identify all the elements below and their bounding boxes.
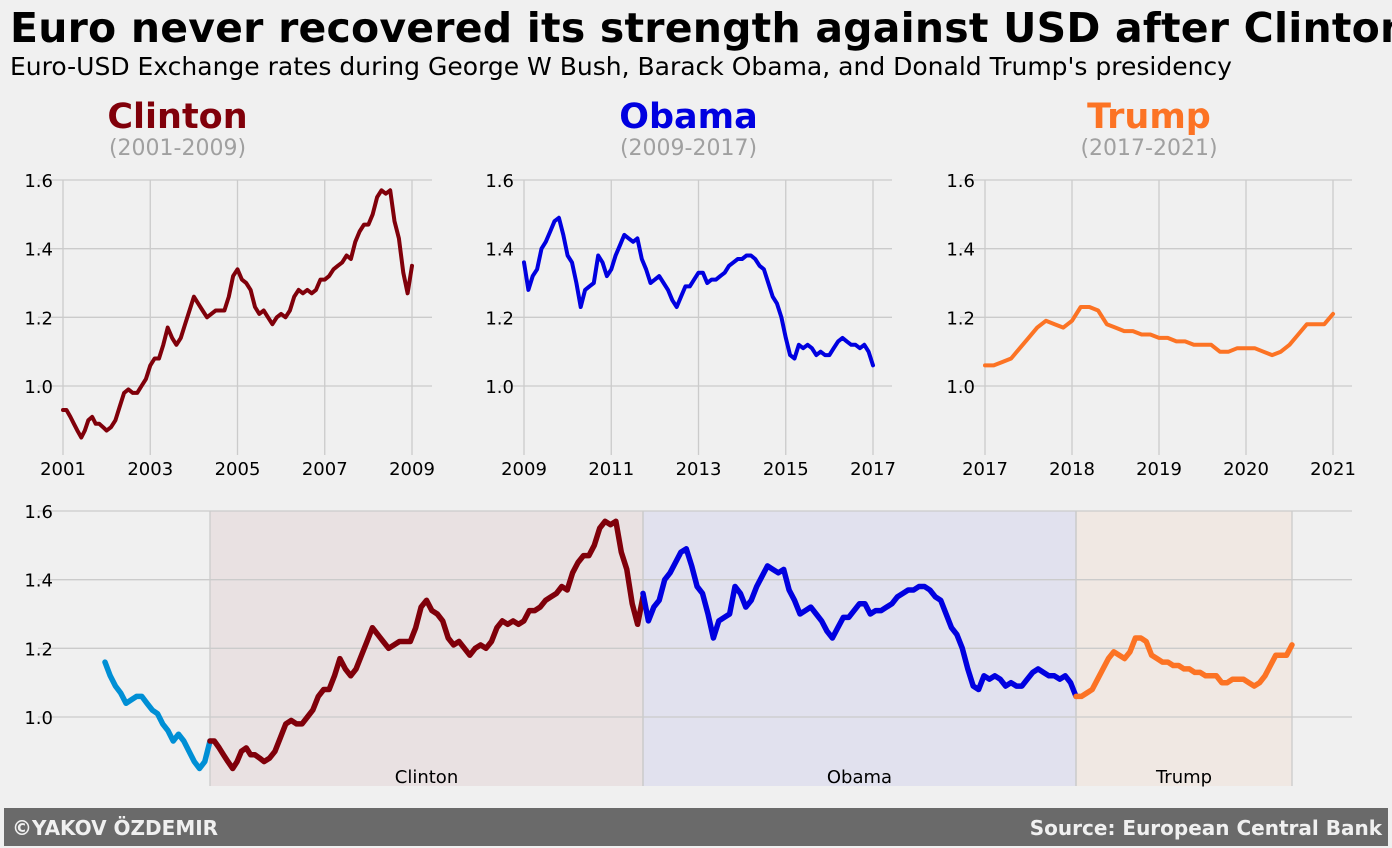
y-tick-label: 1.4 [946,240,975,261]
y-tick-label: 1.4 [24,240,53,261]
series-line [61,188,414,440]
overall-line-trump [1073,635,1295,700]
y-tick-label: 1.0 [946,377,975,398]
x-tick-label: 2009 [501,459,547,480]
trump-panel: 1.0 1.2 1.4 1.6 2017 2018 2019 2020 2021 Trump(20… [946,97,1356,480]
page-title: Euro never recovered its strength agains… [10,4,1392,52]
y-tick-label: 1.0 [485,377,514,398]
x-tick-label: 2011 [588,459,634,480]
trump-period: (2017-2021) [1080,136,1217,161]
x-tick-label: 2018 [1049,459,1095,480]
series-line [983,305,1335,368]
overall-line-clinton [207,518,646,772]
x-tick-label: 2015 [763,459,809,480]
x-tick-label: 2021 [1310,459,1356,480]
page-subtitle: Euro-USD Exchange rates during George W … [10,52,1232,81]
footer-credit: ©YAKOV ÖZDEMIR [12,816,219,840]
y-tick-label: 1.6 [24,171,53,192]
overall-line-obama [640,546,1079,700]
y-tick-label: 1.0 [24,377,53,398]
x-tick-label: 2013 [676,459,722,480]
overall-panel: Clinton Obama Trump 1.0 1.2 1.4 1.6 [24,502,1352,788]
span-label-obama: Obama [827,767,892,788]
y-tick-label: 1.2 [24,639,53,660]
y-tick-label: 1.2 [24,308,53,329]
footer-source: Source: European Central Bank [1029,816,1382,840]
y-tick-label: 1.6 [24,502,53,523]
y-tick-label: 1.0 [24,708,53,729]
pre-period-line [102,659,213,772]
x-tick-label: 2003 [127,459,173,480]
span-label-clinton: Clinton [395,767,458,788]
footer-bar: ©YAKOV ÖZDEMIR Source: European Central … [4,808,1388,846]
x-tick-label: 2017 [850,459,896,480]
x-tick-label: 2019 [1136,459,1182,480]
span-label-trump: Trump [1155,767,1212,788]
y-tick-label: 1.4 [485,240,514,261]
obama-title: Obama [619,97,758,137]
y-tick-label: 1.6 [946,171,975,192]
clinton-period: (2001-2009) [109,136,246,161]
y-tick-label: 1.6 [485,171,514,192]
series-line [522,215,875,368]
x-tick-label: 2009 [389,459,435,480]
obama-period: (2009-2017) [620,136,757,161]
x-tick-label: 2001 [40,459,86,480]
x-tick-label: 2005 [215,459,261,480]
clinton-title: Clinton [107,97,247,137]
y-tick-label: 1.2 [485,308,514,329]
x-tick-label: 2017 [962,459,1008,480]
trump-title: Trump [1087,97,1211,137]
y-tick-label: 1.4 [24,571,53,592]
x-tick-label: 2020 [1223,459,1269,480]
x-tick-label: 2007 [302,459,348,480]
obama-panel: 1.0 1.2 1.4 1.6 2009 2011 2013 2015 2017 Obama(20… [485,97,896,480]
clinton-panel: 1.0 1.2 1.4 1.6 2001 2003 2005 2007 2009 Clinton(… [24,97,435,480]
y-tick-label: 1.2 [946,308,975,329]
